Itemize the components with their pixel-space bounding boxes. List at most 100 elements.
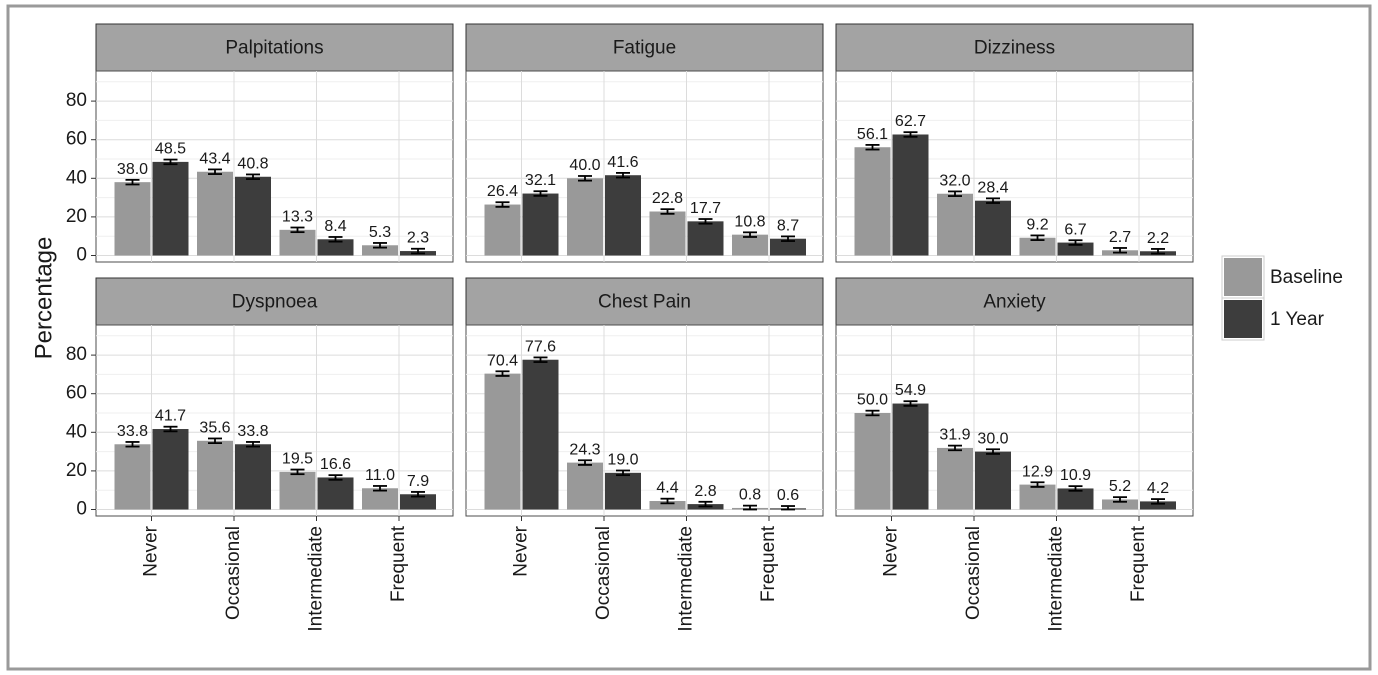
data-label: 33.8	[117, 423, 148, 440]
legend: Baseline 1 Year	[1221, 255, 1343, 341]
bar-baseline	[732, 234, 768, 256]
bar-1-year	[605, 175, 641, 256]
data-label: 32.1	[525, 172, 556, 189]
error-bar	[163, 158, 178, 166]
panel-title: Chest Pain	[598, 292, 691, 313]
data-label: 8.7	[777, 217, 799, 234]
bar-1-year	[522, 193, 559, 256]
data-label: 22.8	[652, 190, 683, 207]
data-label: 0.8	[739, 487, 761, 504]
panels: Palpitations 38.0 43.4 13.3 5.3 48.5 40.8 8.4 2.…	[66, 23, 1194, 520]
error-bar	[781, 235, 795, 242]
data-label: 2.2	[1147, 230, 1169, 247]
y-axis: 0 20 40 60 80	[66, 90, 96, 266]
error-bar	[616, 469, 630, 477]
data-label: 5.2	[1109, 478, 1131, 495]
data-label: 32.0	[939, 172, 970, 189]
legend-label: Baseline	[1270, 267, 1343, 288]
data-label: 77.6	[525, 338, 556, 355]
x-tick-label: Never	[141, 525, 162, 576]
error-bar	[1030, 234, 1045, 241]
panel-strip	[95, 23, 454, 72]
bar-1-year	[687, 221, 724, 256]
data-label: 2.3	[407, 230, 429, 247]
legend-swatch	[1224, 300, 1262, 338]
error-bar	[246, 441, 260, 448]
error-bar	[1068, 485, 1083, 492]
bar-1-year	[235, 444, 271, 510]
error-bar	[578, 175, 592, 182]
data-label: 41.7	[155, 408, 186, 425]
data-label: 7.9	[407, 473, 429, 490]
bar-1-year	[605, 472, 641, 510]
x-tick-label: Frequent	[758, 525, 779, 602]
data-label: 16.6	[320, 456, 351, 473]
panel-palpitations: Palpitations 38.0 43.4 13.3 5.3 48.5 40.8 8.4 2.…	[66, 23, 454, 266]
error-bar	[616, 171, 630, 179]
data-label: 54.9	[895, 382, 926, 399]
panel-strip	[465, 23, 824, 72]
data-label: 5.3	[369, 224, 391, 241]
y-axis-title: Percentage	[30, 237, 57, 360]
data-label: 62.7	[895, 113, 926, 130]
error-bar	[986, 197, 1000, 204]
bar-1-year	[892, 403, 929, 510]
bar-1-year	[235, 176, 271, 256]
panel-strip	[835, 277, 1194, 326]
y-tick-label: 80	[66, 90, 87, 111]
bar-1-year	[770, 238, 806, 256]
x-tick-label: Occasional	[593, 526, 614, 620]
data-label: 2.8	[694, 483, 716, 500]
panel-title: Palpitations	[225, 38, 323, 59]
panel-strip	[95, 277, 454, 326]
panel-chest-pain: Chest Pain 70.4 24.3 4.4 0.8 77.6 19.0 2.8 0.6	[465, 277, 824, 517]
error-bar	[1151, 498, 1165, 505]
bar-baseline	[197, 440, 233, 510]
x-tick-label: Never	[881, 525, 902, 576]
data-label: 40.0	[569, 157, 600, 174]
legend-item-1-year: 1 Year	[1221, 297, 1325, 341]
error-bar	[411, 247, 425, 255]
bar-1-year	[1140, 501, 1176, 510]
data-label: 31.9	[939, 427, 970, 444]
error-bar	[495, 370, 510, 377]
data-label: 6.7	[1064, 221, 1086, 238]
bar-baseline	[362, 488, 398, 510]
bar-baseline	[937, 193, 973, 256]
legend-swatch	[1224, 258, 1262, 296]
error-bar	[743, 504, 757, 511]
y-tick-label: 60	[66, 129, 87, 150]
y-tick-label: 0	[76, 245, 87, 266]
error-bar	[328, 474, 343, 481]
error-bar	[743, 231, 757, 238]
data-label: 19.0	[607, 452, 638, 469]
error-bar	[578, 459, 592, 466]
bar-1-year	[317, 239, 354, 256]
y-tick-label: 80	[66, 344, 87, 365]
x-tick-label: Intermediate	[1046, 526, 1067, 632]
panel-title: Dizziness	[974, 38, 1055, 59]
data-label: 10.8	[734, 213, 765, 230]
error-bar	[698, 218, 713, 225]
bar-baseline	[1019, 484, 1056, 510]
y-axis: 0 20 40 60 80	[66, 344, 96, 520]
data-label: 38.0	[117, 161, 148, 178]
error-bar	[865, 409, 880, 417]
panel-title: Dyspnoea	[232, 292, 318, 313]
bar-baseline	[649, 211, 686, 256]
data-label: 50.0	[857, 392, 888, 409]
error-bar	[373, 485, 387, 492]
error-bar	[290, 468, 305, 476]
bar-baseline	[1102, 499, 1138, 510]
data-label: 4.4	[656, 480, 678, 497]
bar-baseline	[114, 444, 151, 510]
legend-label: 1 Year	[1270, 309, 1325, 330]
bar-baseline	[1019, 237, 1056, 256]
data-label: 4.2	[1147, 480, 1169, 497]
error-bar	[865, 144, 880, 151]
panel-title: Anxiety	[983, 292, 1046, 313]
data-label: 9.2	[1026, 216, 1048, 233]
bar-baseline	[362, 245, 398, 256]
bar-baseline	[484, 204, 521, 256]
